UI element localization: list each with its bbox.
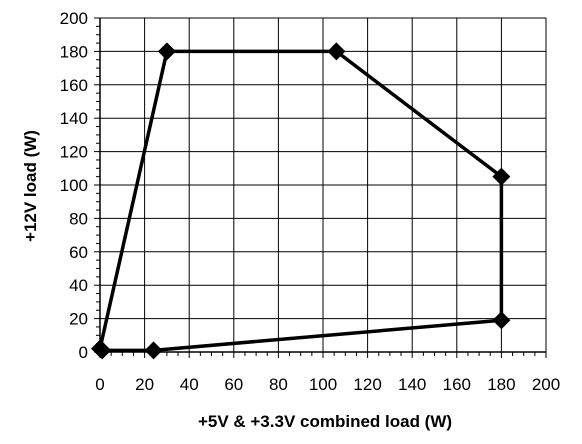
y-tick-label: 60 bbox=[69, 243, 88, 262]
x-tick-label: 0 bbox=[95, 375, 104, 394]
x-axis-title: +5V & +3.3V combined load (W) bbox=[198, 412, 452, 431]
data-point-marker bbox=[492, 167, 511, 186]
tick-labels: 0 20 40 60 80 100 120 140 160 180 200 0 20 40 60 80 100 1… bbox=[60, 9, 561, 394]
series-layer bbox=[91, 42, 511, 360]
y-tick-label: 140 bbox=[60, 109, 88, 128]
y-tick-label: 80 bbox=[69, 209, 88, 228]
y-tick-label: 200 bbox=[60, 9, 88, 28]
data-point-marker bbox=[327, 42, 346, 61]
x-tick-label: 160 bbox=[443, 375, 471, 394]
x-tick-label: 180 bbox=[487, 375, 515, 394]
x-tick-label: 120 bbox=[353, 375, 381, 394]
series-line bbox=[98, 49, 504, 353]
x-tick-label: 80 bbox=[269, 375, 288, 394]
y-tick-label: 100 bbox=[60, 176, 88, 195]
y-tick-label: 160 bbox=[60, 76, 88, 95]
x-tick-label: 20 bbox=[135, 375, 154, 394]
data-point-marker bbox=[492, 311, 511, 330]
x-tick-label: 60 bbox=[224, 375, 243, 394]
x-tick-label: 200 bbox=[532, 375, 560, 394]
x-tick-label: 100 bbox=[309, 375, 337, 394]
data-point-marker bbox=[93, 341, 112, 360]
y-tick-label: 120 bbox=[60, 143, 88, 162]
y-tick-label: 0 bbox=[79, 343, 88, 362]
x-tick-label: 140 bbox=[398, 375, 426, 394]
data-point-marker bbox=[144, 341, 163, 360]
grid bbox=[100, 17, 547, 352]
y-tick-label: 180 bbox=[60, 42, 88, 61]
y-tick-label: 20 bbox=[69, 310, 88, 329]
x-tick-label: 40 bbox=[180, 375, 199, 394]
y-tick-label: 40 bbox=[69, 276, 88, 295]
data-point-marker bbox=[157, 42, 176, 61]
y-axis-title: +12V load (W) bbox=[21, 130, 40, 242]
